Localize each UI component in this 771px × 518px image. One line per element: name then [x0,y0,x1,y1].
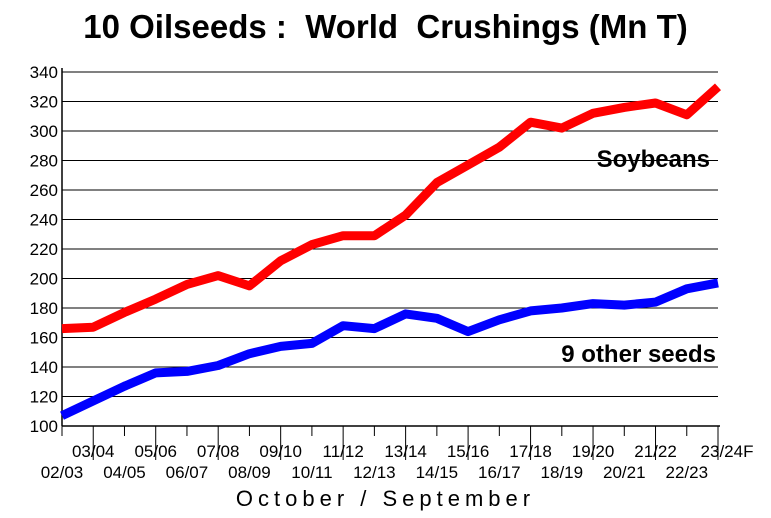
series-line-other-seeds [60,278,719,420]
series-line-soybeans [61,83,722,334]
axes [61,68,720,460]
x-tick-label-03-04: 03/04 [72,442,115,461]
x-tick-labels: 02/03 03/04 04/05 05/06 06/07 07/08 08/09 09/10… [41,442,754,482]
y-tick-label-260: 260 [30,181,58,200]
x-tick-label-18-19: 18/19 [541,463,584,482]
x-tick-label-20-21: 20/21 [603,463,646,482]
x-tick-label-19-20: 19/20 [572,442,615,461]
x-tick-label-11-12: 11/12 [323,442,364,461]
y-tick-label-140: 140 [30,358,58,377]
x-tick-label-21-22: 21/22 [634,442,677,461]
x-tick-label-22-23: 22/23 [665,463,708,482]
x-tick-label-14-15: 14/15 [416,463,459,482]
x-tick-label-06-07: 06/07 [166,463,209,482]
y-tick-label-300: 300 [30,122,58,141]
x-tick-label-08-09: 08/09 [228,463,271,482]
x-axis-label: October / September [235,486,536,511]
x-tick-label-05-06: 05/06 [134,442,177,461]
chart-title: 10 Oilseeds : World Crushings (Mn T) [83,8,688,45]
series-label-soybeans: Soybeans [597,146,710,173]
y-tick-label-120: 120 [30,388,58,407]
y-tick-label-340: 340 [30,63,58,82]
x-tick-label-10-11: 10/11 [291,463,332,482]
series-labels: Soybeans 9 other seeds [561,146,716,368]
y-tick-label-200: 200 [30,270,58,289]
x-tick-label-04-05: 04/05 [103,463,146,482]
y-tick-label-220: 220 [30,240,58,259]
y-tick-labels: 100 120 140 160 180 200 220 240 260 280 300 320 340 [30,63,58,436]
x-tick-label-07-08: 07/08 [197,442,240,461]
y-tick-label-240: 240 [30,211,58,230]
y-tick-label-100: 100 [30,417,58,436]
grid-lines [62,71,718,397]
y-tick-label-280: 280 [30,152,58,171]
x-tick-label-15-16: 15/16 [447,442,490,461]
y-tick-label-160: 160 [30,329,58,348]
series-label-other-seeds: 9 other seeds [561,341,716,368]
x-tick-label-16-17: 16/17 [478,463,521,482]
x-tick-label-13-14: 13/14 [384,442,427,461]
x-tick-label-09-10: 09/10 [259,442,302,461]
x-tick-label-17-18: 17/18 [509,442,552,461]
x-tick-label-23-24F: 23/24F [701,442,754,461]
x-tick-label-02-03: 02/03 [41,463,84,482]
series-lines [60,83,722,420]
x-tick-label-12-13: 12/13 [353,463,396,482]
y-tick-label-180: 180 [30,299,58,318]
y-tick-label-320: 320 [30,93,58,112]
